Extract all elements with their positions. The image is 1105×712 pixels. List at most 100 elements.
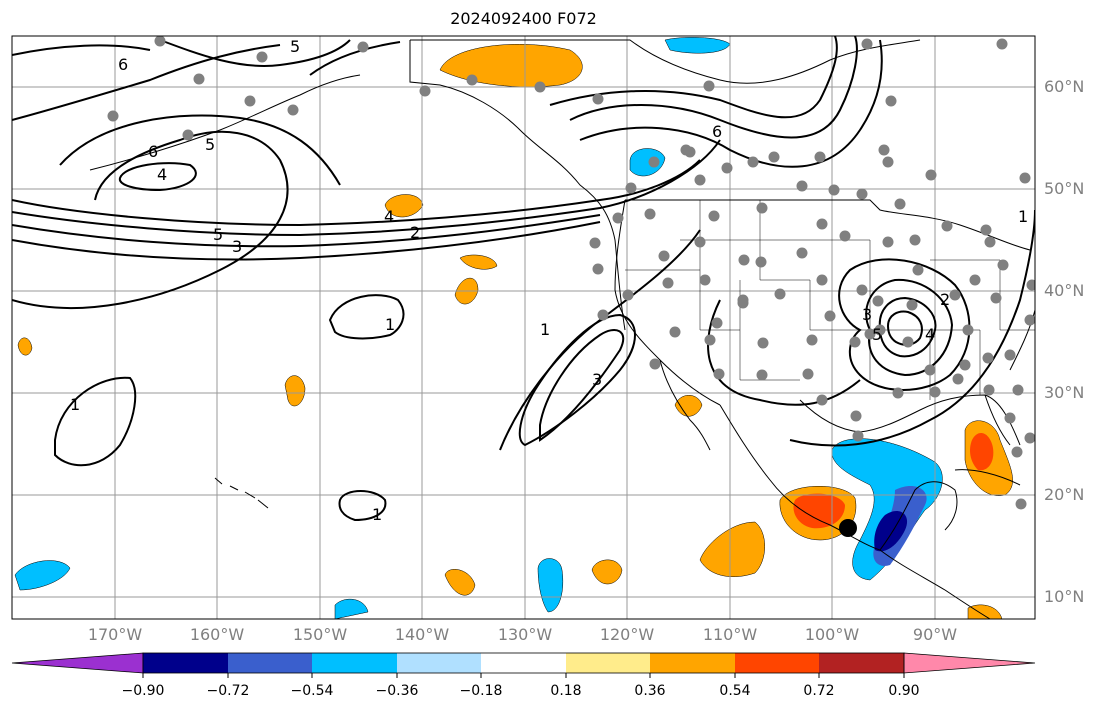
- station-marker: [850, 410, 862, 422]
- colorbar-tick-label: 0.54: [719, 683, 751, 699]
- station-marker: [864, 328, 876, 340]
- station-marker: [941, 220, 953, 232]
- contour-label: 5: [290, 37, 300, 56]
- map-title: 2024092400 F072: [450, 9, 597, 28]
- station-marker: [589, 237, 601, 249]
- contour-1-southwest: [54, 376, 137, 467]
- contour-label: 1: [1018, 207, 1028, 226]
- station-marker: [990, 292, 1002, 304]
- station-marker: [885, 95, 897, 107]
- contour-label: 4: [157, 165, 167, 184]
- cuba: [954, 469, 1021, 486]
- station-marker: [182, 129, 194, 141]
- colorbar-tick-label: −0.54: [290, 683, 334, 699]
- station-marker: [849, 336, 861, 348]
- station-marker: [969, 274, 981, 286]
- station-marker: [662, 277, 674, 289]
- station-marker: [1026, 279, 1035, 291]
- station-marker: [756, 202, 768, 214]
- colorbar-tick-label: −0.72: [206, 683, 250, 699]
- station-marker: [256, 51, 268, 63]
- station-marker: [768, 151, 780, 163]
- station-marker: [912, 264, 924, 276]
- station-marker: [852, 430, 864, 442]
- station-marker: [644, 208, 656, 220]
- station-marker: [699, 274, 711, 286]
- station-marker: [711, 317, 723, 329]
- positive-anomaly-baja: [674, 395, 703, 417]
- station-marker: [756, 369, 768, 381]
- station-marker: [737, 297, 749, 309]
- us-canada-border: [625, 199, 1031, 251]
- station-marker: [1024, 314, 1035, 326]
- station-marker: [625, 182, 637, 194]
- station-marker: [796, 247, 808, 259]
- station-marker: [882, 236, 894, 248]
- contour-label: 6: [118, 55, 128, 74]
- colorbar-tick-label: −0.90: [121, 683, 165, 699]
- us-west-coast: [614, 199, 721, 406]
- contour-label: 5: [213, 225, 223, 244]
- contour-label: 2: [410, 223, 420, 242]
- east-coast: [1009, 309, 1035, 371]
- station-marker: [154, 36, 166, 47]
- contour-label: 3: [862, 305, 872, 324]
- station-markers: [107, 36, 1035, 510]
- positive-anomaly-south-b: [591, 559, 623, 585]
- station-marker: [419, 85, 431, 97]
- contour-1-hawaii: [338, 490, 387, 522]
- contour-label: 6: [148, 142, 158, 161]
- negative-anomaly-south-b: [14, 560, 71, 591]
- central-america: [879, 549, 991, 619]
- station-marker: [982, 352, 994, 364]
- station-marker: [534, 81, 546, 93]
- station-marker: [816, 394, 828, 406]
- lon-label: 140°W: [394, 625, 450, 644]
- station-marker: [902, 336, 914, 348]
- lon-label: 150°W: [292, 625, 348, 644]
- colorbar-tick-label: 0.72: [803, 683, 835, 699]
- gulf-coast: [799, 394, 1021, 446]
- station-marker: [878, 144, 890, 156]
- mexico-west-coast: [719, 404, 881, 551]
- coastlines: [89, 39, 1035, 619]
- station-marker: [622, 289, 634, 301]
- lon-label: 160°W: [189, 625, 245, 644]
- station-marker: [802, 368, 814, 380]
- station-marker: [684, 146, 696, 158]
- contour-label: 1: [70, 395, 80, 414]
- contour-label: 2: [940, 290, 950, 309]
- lat-label: 50°N: [1044, 179, 1085, 198]
- station-marker: [713, 368, 725, 380]
- lon-label: 120°W: [599, 625, 655, 644]
- station-marker: [738, 254, 750, 266]
- station-marker: [814, 151, 826, 163]
- station-marker: [949, 289, 961, 301]
- station-marker: [909, 234, 921, 246]
- negative-anomaly-south-c: [334, 598, 369, 619]
- station-marker: [1015, 498, 1027, 510]
- station-marker: [704, 334, 716, 346]
- station-marker: [861, 38, 873, 50]
- station-marker: [1004, 349, 1016, 361]
- positive-anomaly-pacific-d: [17, 337, 33, 356]
- station-marker: [747, 156, 759, 168]
- station-marker: [757, 337, 769, 349]
- station-marker: [824, 310, 836, 322]
- station-marker: [703, 80, 715, 92]
- station-marker: [658, 250, 670, 262]
- station-marker: [925, 169, 937, 181]
- florida: [984, 394, 1011, 446]
- positive-anomaly-pacific-e: [284, 375, 306, 407]
- station-marker: [597, 309, 609, 321]
- station-marker: [882, 156, 894, 168]
- station-marker: [1024, 432, 1035, 444]
- lat-label: 60°N: [1044, 77, 1085, 96]
- contour-label: 1: [385, 315, 395, 334]
- station-marker: [894, 198, 906, 210]
- colorbar-tick-label: 0.90: [888, 683, 920, 699]
- lon-label: 90°W: [912, 625, 958, 644]
- station-marker: [816, 274, 828, 286]
- station-marker: [856, 188, 868, 200]
